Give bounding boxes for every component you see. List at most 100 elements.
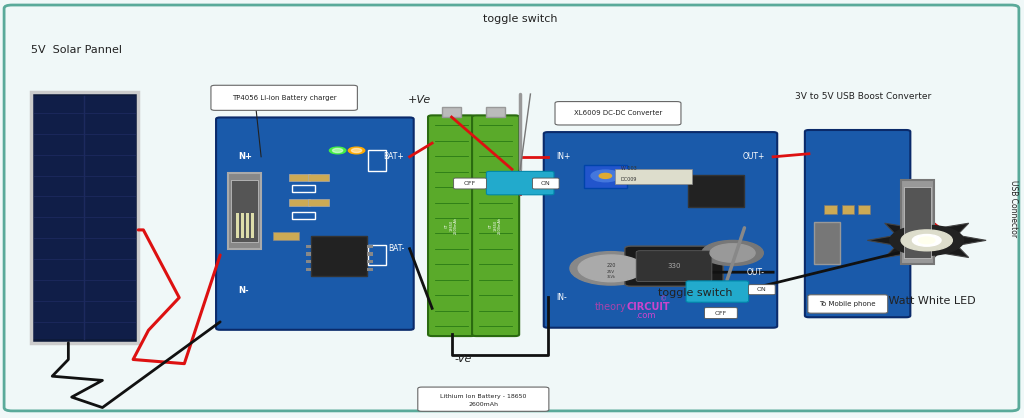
Text: IN-: IN- bbox=[556, 293, 566, 302]
FancyBboxPatch shape bbox=[625, 246, 723, 286]
Text: IN+: IN+ bbox=[556, 152, 570, 161]
FancyBboxPatch shape bbox=[418, 387, 549, 411]
Bar bbox=[368, 150, 386, 171]
Bar bbox=[308, 199, 329, 206]
Bar bbox=[368, 245, 386, 265]
Text: OFF: OFF bbox=[464, 181, 476, 186]
Circle shape bbox=[591, 170, 620, 182]
Text: ON: ON bbox=[541, 181, 551, 186]
Bar bbox=[306, 252, 311, 256]
FancyBboxPatch shape bbox=[428, 115, 475, 336]
Bar bbox=[842, 205, 854, 214]
Text: 2600mAh: 2600mAh bbox=[468, 402, 499, 407]
Text: N+: N+ bbox=[239, 152, 253, 161]
Bar bbox=[687, 176, 743, 207]
Text: Lithium Ion Battery - 18650: Lithium Ion Battery - 18650 bbox=[440, 394, 526, 399]
Text: XL6009 DC-DC Converter: XL6009 DC-DC Converter bbox=[574, 110, 663, 116]
Circle shape bbox=[330, 147, 346, 154]
Text: CIRCUIT: CIRCUIT bbox=[627, 302, 671, 312]
FancyBboxPatch shape bbox=[532, 178, 559, 189]
Bar bbox=[273, 232, 299, 240]
Bar bbox=[31, 92, 138, 343]
Circle shape bbox=[599, 173, 611, 178]
Bar bbox=[368, 245, 373, 248]
Text: 25V: 25V bbox=[607, 270, 615, 274]
Polygon shape bbox=[867, 216, 986, 265]
Text: 3V to 5V USB Boost Converter: 3V to 5V USB Boost Converter bbox=[795, 92, 931, 101]
Text: OUT+: OUT+ bbox=[742, 152, 765, 161]
Text: theory: theory bbox=[595, 302, 627, 312]
Bar bbox=[33, 96, 136, 339]
Text: GT
18650
2600mAh: GT 18650 2600mAh bbox=[445, 217, 458, 234]
Text: toggle switch: toggle switch bbox=[483, 14, 557, 24]
Bar bbox=[306, 245, 311, 248]
Bar bbox=[368, 252, 373, 256]
FancyBboxPatch shape bbox=[705, 308, 737, 319]
Text: N-: N- bbox=[239, 286, 249, 295]
Bar bbox=[241, 213, 244, 238]
Bar bbox=[236, 213, 239, 238]
Text: ON: ON bbox=[757, 287, 767, 292]
FancyBboxPatch shape bbox=[486, 171, 554, 195]
Text: +Ve: +Ve bbox=[409, 95, 431, 105]
FancyBboxPatch shape bbox=[454, 178, 486, 189]
Bar bbox=[290, 174, 310, 181]
Circle shape bbox=[890, 225, 964, 255]
Text: 1 Watt White LED: 1 Watt White LED bbox=[878, 296, 976, 306]
FancyBboxPatch shape bbox=[4, 5, 1019, 411]
Text: ©: © bbox=[660, 296, 667, 302]
Bar bbox=[246, 213, 249, 238]
Circle shape bbox=[333, 148, 343, 153]
FancyBboxPatch shape bbox=[805, 130, 910, 317]
FancyBboxPatch shape bbox=[808, 295, 888, 313]
Text: BAT-: BAT- bbox=[388, 244, 404, 253]
FancyBboxPatch shape bbox=[211, 85, 357, 110]
Bar bbox=[901, 181, 934, 264]
Bar bbox=[231, 180, 258, 242]
Text: W 103: W 103 bbox=[622, 166, 637, 171]
Bar bbox=[306, 268, 311, 271]
Text: To Mobile phone: To Mobile phone bbox=[819, 301, 876, 307]
Bar bbox=[306, 260, 311, 263]
Circle shape bbox=[710, 244, 755, 262]
Circle shape bbox=[912, 234, 941, 246]
Text: USB Connector: USB Connector bbox=[1010, 181, 1018, 237]
Text: OUT-: OUT- bbox=[746, 268, 765, 277]
FancyBboxPatch shape bbox=[686, 281, 749, 302]
Bar bbox=[584, 165, 627, 188]
Text: 35Vk: 35Vk bbox=[606, 275, 615, 279]
Circle shape bbox=[919, 237, 935, 244]
Bar bbox=[858, 205, 870, 214]
Bar bbox=[292, 212, 314, 219]
Text: TP4056 Li-ion Battery charger: TP4056 Li-ion Battery charger bbox=[232, 95, 337, 101]
Text: toggle switch: toggle switch bbox=[658, 288, 733, 298]
Bar bbox=[814, 222, 840, 264]
Text: 220: 220 bbox=[606, 263, 615, 268]
Bar bbox=[368, 268, 373, 271]
Text: 330: 330 bbox=[668, 263, 681, 269]
Text: BAT+: BAT+ bbox=[384, 152, 404, 161]
Text: .com: .com bbox=[635, 311, 655, 320]
Bar bbox=[308, 174, 329, 181]
Circle shape bbox=[901, 230, 952, 251]
Bar bbox=[615, 169, 692, 184]
Bar bbox=[251, 213, 254, 238]
FancyBboxPatch shape bbox=[544, 132, 777, 328]
Bar bbox=[442, 107, 461, 117]
Circle shape bbox=[701, 240, 763, 265]
Bar bbox=[904, 187, 931, 258]
Text: 5V  Solar Pannel: 5V Solar Pannel bbox=[31, 45, 122, 55]
Circle shape bbox=[579, 255, 644, 282]
FancyBboxPatch shape bbox=[555, 102, 681, 125]
FancyBboxPatch shape bbox=[749, 285, 775, 295]
FancyBboxPatch shape bbox=[472, 115, 519, 336]
Bar bbox=[31, 92, 138, 343]
Text: GT
18650
2600mAh: GT 18650 2600mAh bbox=[489, 217, 502, 234]
Text: DC009: DC009 bbox=[621, 177, 637, 182]
Text: OFF: OFF bbox=[715, 311, 727, 316]
Bar bbox=[368, 260, 373, 263]
Bar bbox=[228, 173, 261, 249]
Bar bbox=[292, 185, 314, 192]
FancyBboxPatch shape bbox=[216, 117, 414, 330]
FancyBboxPatch shape bbox=[636, 251, 712, 282]
